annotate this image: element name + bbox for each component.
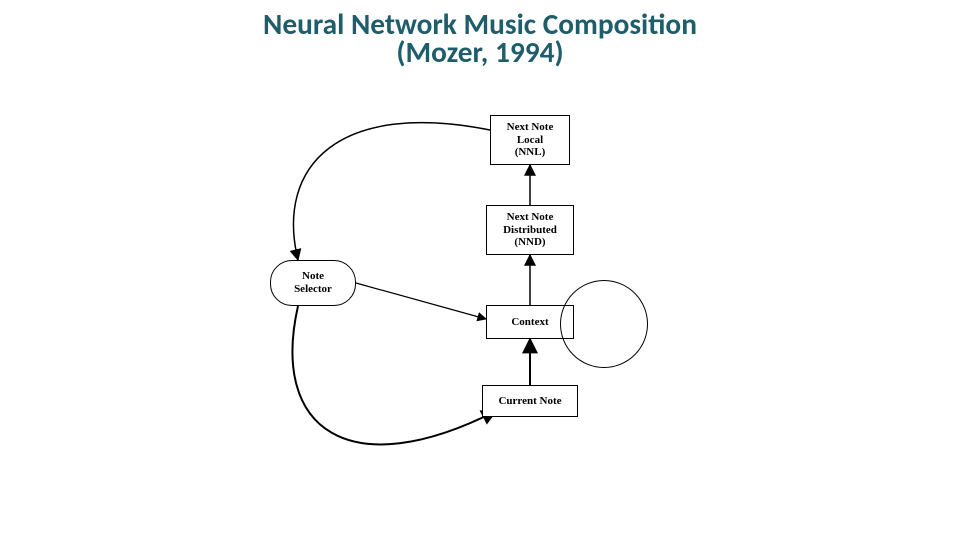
architecture-diagram: Next NoteLocal(NNL) Next NoteDistributed(… [230,75,730,525]
edge-nnl-to-selector [293,123,490,260]
node-nnl: Next NoteLocal(NNL) [490,115,570,165]
node-label-context: Context [511,316,548,329]
node-label-nnl: Next NoteLocal(NNL) [507,121,554,159]
edge-selector-to-current [292,306,496,444]
edge-selector-to-context [356,283,486,319]
node-current: Current Note [482,385,578,417]
slide-title-line2: (Mozer, 1994) [0,34,960,70]
node-selector: NoteSelector [270,260,356,306]
node-label-selector: NoteSelector [294,270,332,295]
node-nnd: Next NoteDistributed(NND) [486,205,574,255]
node-label-nnd: Next NoteDistributed(NND) [503,211,557,249]
node-loop [560,280,648,368]
node-label-current: Current Note [498,395,561,408]
